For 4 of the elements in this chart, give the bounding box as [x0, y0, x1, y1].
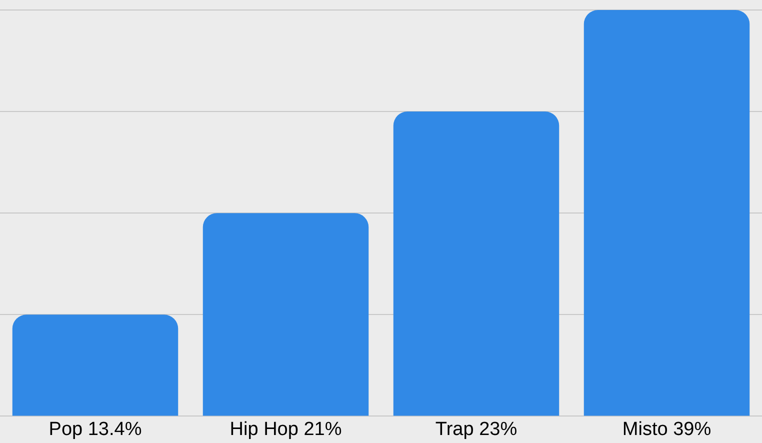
x-tick-label: Pop 13.4%	[48, 418, 142, 440]
x-tick-label: Trap 23%	[435, 418, 518, 440]
x-tick-label: Hip Hop 21%	[230, 418, 342, 440]
x-tick-label: Misto 39%	[622, 418, 712, 440]
